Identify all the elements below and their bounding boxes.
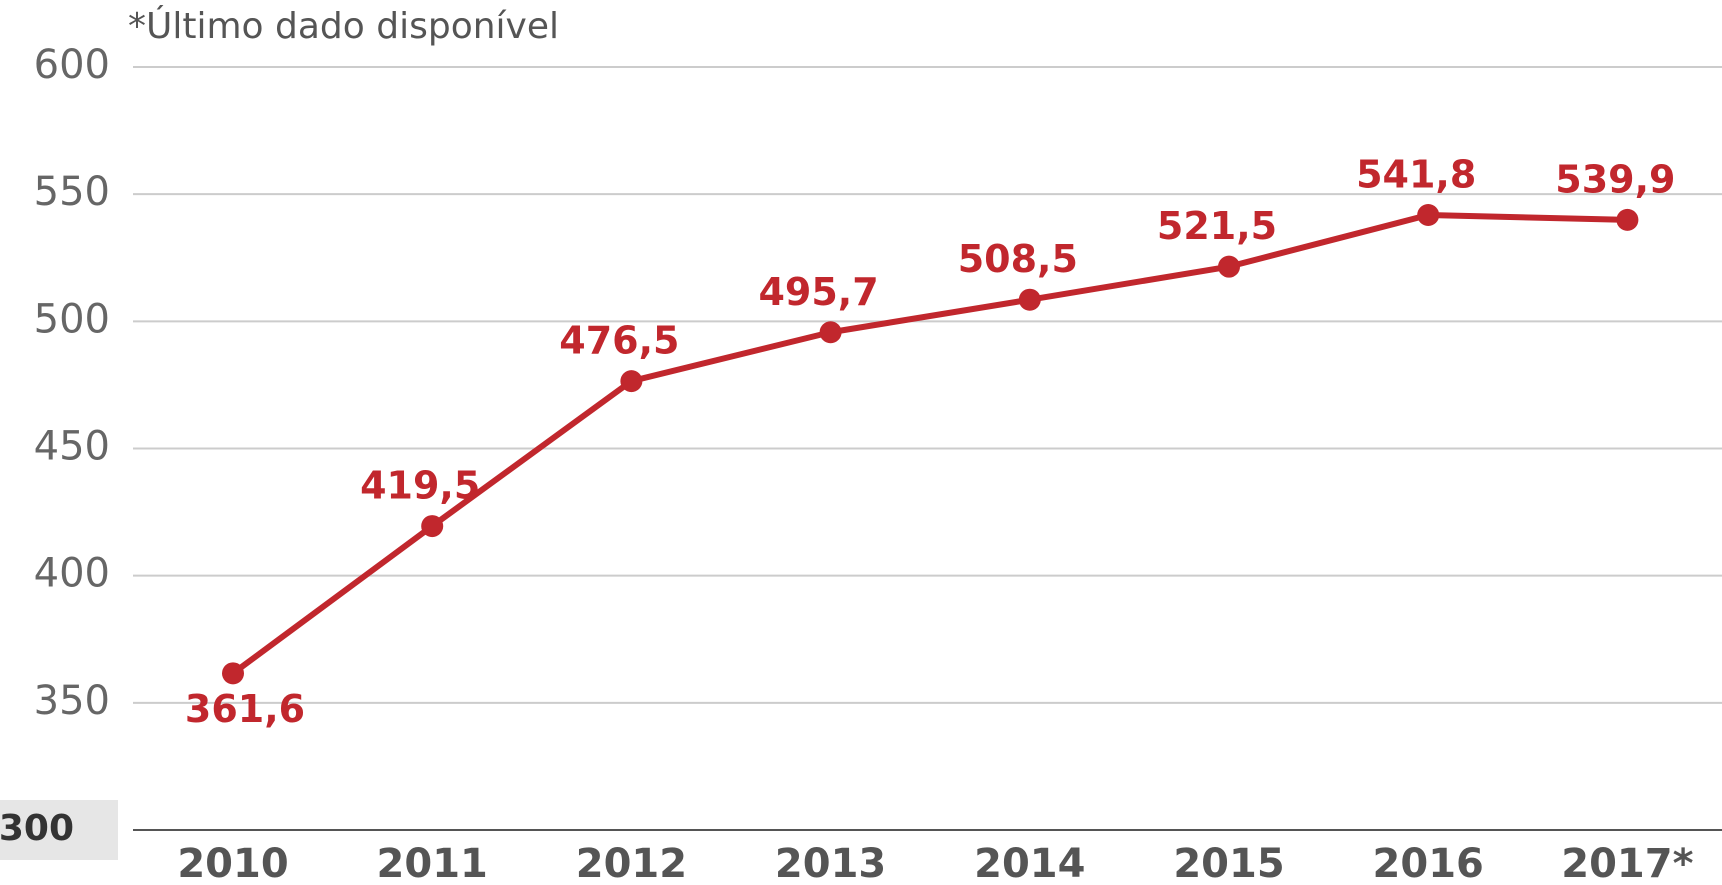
y-tick-label: 550: [34, 169, 110, 215]
value-label: 476,5: [559, 319, 679, 363]
point: [620, 370, 643, 393]
y-tick-bg: [0, 800, 118, 860]
point: [1018, 288, 1041, 311]
point: [1417, 204, 1440, 227]
value-label: 495,7: [758, 270, 878, 314]
x-tick-label: 2010: [177, 841, 288, 885]
value-label: 521,5: [1157, 204, 1277, 248]
x-tick-label: 2017*: [1561, 841, 1693, 885]
value-label: 539,9: [1555, 157, 1675, 201]
point: [1616, 208, 1639, 231]
value-label: 361,6: [185, 687, 305, 731]
y-tick-label: 450: [34, 424, 110, 470]
point: [1218, 255, 1240, 278]
point: [222, 662, 244, 685]
y-tick-label: 600: [34, 42, 110, 88]
point: [819, 321, 842, 344]
x-tick-label: 2016: [1373, 841, 1484, 885]
x-tick-label: 2015: [1173, 841, 1284, 885]
x-tick-label: 2014: [974, 841, 1085, 885]
x-tick-label: 2011: [377, 841, 488, 885]
point: [421, 515, 444, 538]
value-label: 541,8: [1356, 153, 1476, 197]
y-tick-label: 300: [0, 808, 74, 849]
line: [231, 212, 1628, 676]
y-tick-label: 500: [34, 296, 110, 342]
y-tick-label: 350: [34, 678, 110, 724]
x-tick-label: 2012: [576, 841, 687, 885]
x-tick-label: 2013: [775, 841, 886, 885]
y-tick-label: 400: [34, 551, 110, 597]
value-label: 419,5: [360, 464, 480, 508]
value-label: 508,5: [958, 237, 1078, 281]
annotation: *Último dado disponível: [128, 5, 559, 47]
